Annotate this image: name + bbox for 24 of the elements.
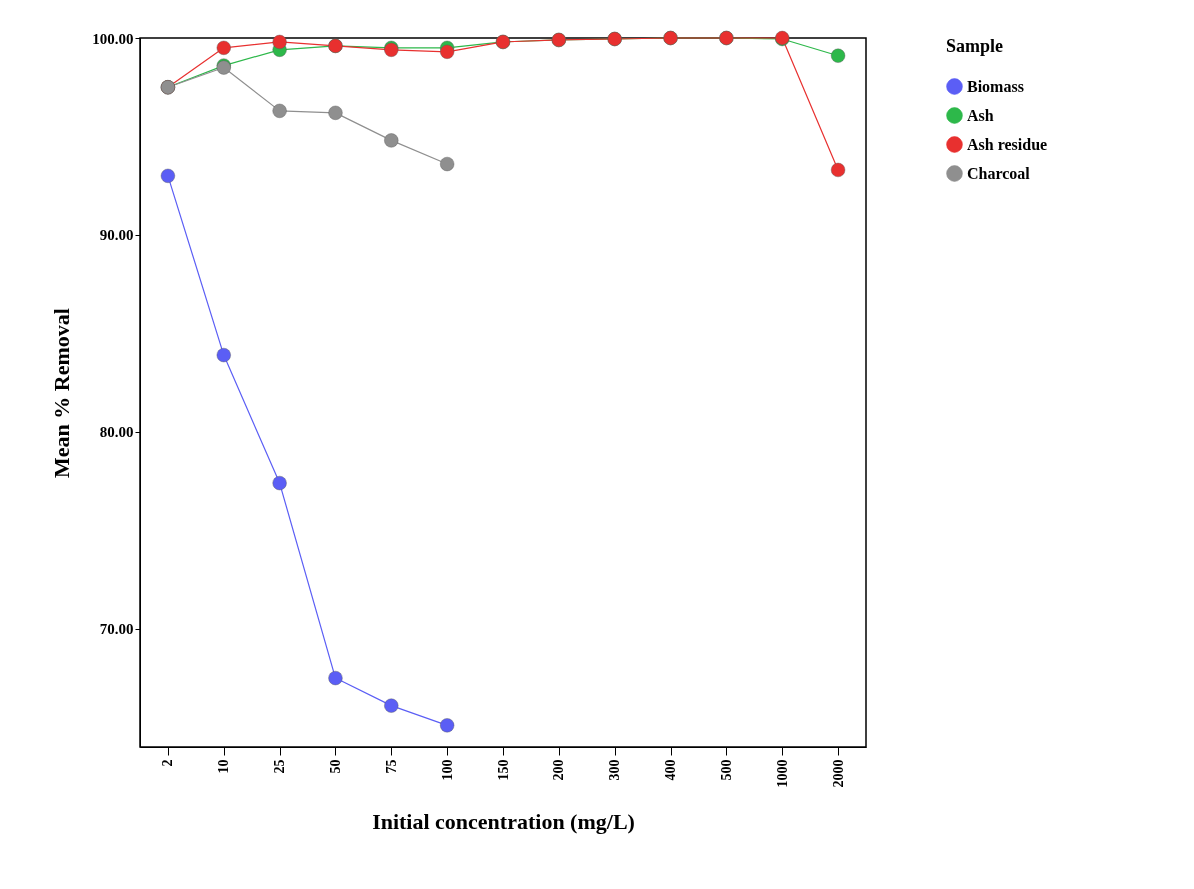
x-tick-label: 2000	[830, 759, 846, 788]
y-tick-label: 70.00	[99, 621, 134, 638]
x-tick-label: 300	[607, 759, 623, 781]
x-tick-label: 2	[160, 759, 176, 767]
x-tick-label: 25	[272, 759, 288, 774]
x-tick-label: 10	[216, 759, 232, 774]
x-tick-label: 1000	[774, 759, 790, 788]
x-tick-label: 50	[327, 759, 343, 774]
legend-title: Sample	[946, 36, 1004, 56]
y-tick-label: 80.00	[99, 424, 134, 441]
x-tick-label: 400	[663, 759, 679, 781]
x-tick-label: 500	[718, 759, 734, 781]
legend-label: Charcoal	[967, 164, 1031, 182]
y-tick-label: 90.00	[99, 227, 134, 244]
legend-label: Biomass	[967, 77, 1024, 95]
x-axis-title: Initial concentration (mg/L)	[372, 808, 635, 834]
legend-label: Ash residue	[967, 135, 1048, 153]
x-tick-label: 200	[551, 759, 567, 781]
y-tick-label: 100.00	[92, 30, 134, 47]
x-tick-label: 75	[383, 759, 399, 774]
legend-label: Ash	[967, 106, 994, 124]
x-tick-label: 150	[495, 759, 511, 781]
y-axis-title: Mean % Removal	[49, 308, 75, 478]
x-tick-label: 100	[439, 759, 455, 781]
